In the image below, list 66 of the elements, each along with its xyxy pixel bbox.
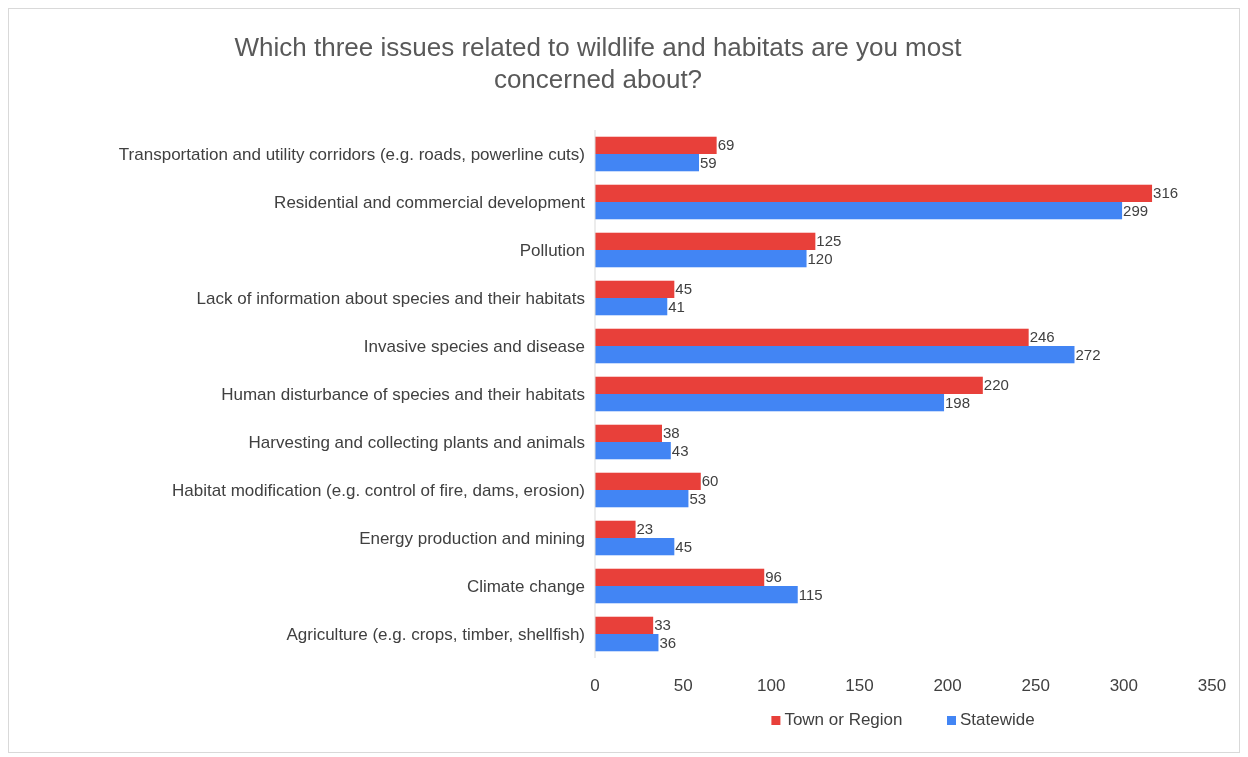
data-label: 43	[671, 441, 689, 459]
bar	[595, 346, 1075, 364]
bar	[595, 154, 700, 172]
data-label: 198	[945, 393, 971, 411]
y-tick-label: Pollution	[519, 241, 585, 260]
legend-label: Town or Region	[784, 710, 903, 729]
bar	[595, 586, 798, 604]
data-label: 41	[668, 297, 685, 315]
data-label: 125	[816, 232, 842, 250]
data-label: 96	[765, 568, 782, 586]
x-tick-label: 250	[1021, 676, 1050, 695]
y-tick-label: Transportation and utility corridors (e.g. roads, powerline cuts)	[118, 145, 585, 164]
y-tick-label: Agriculture (e.g. crops, timber, shellfish)	[286, 625, 585, 644]
bar	[595, 298, 668, 316]
x-tick-label: 350	[1197, 676, 1227, 695]
data-label: 69	[717, 136, 735, 154]
data-label: 299	[1123, 201, 1149, 219]
bar	[595, 394, 945, 412]
data-label: 246	[1029, 328, 1055, 346]
bar	[595, 490, 689, 508]
data-label: 45	[675, 537, 693, 555]
y-tick-label: Residential and commercial development	[274, 193, 586, 212]
data-label: 115	[798, 585, 823, 603]
data-label: 36	[659, 633, 677, 651]
legend-label: Statewide	[960, 710, 1035, 729]
y-tick-label: Lack of information about species and their habitats	[196, 289, 585, 308]
data-label: 53	[689, 489, 707, 507]
bar	[595, 520, 636, 538]
data-label: 220	[983, 376, 1009, 394]
bar	[595, 538, 675, 556]
data-label: 38	[662, 424, 680, 442]
x-tick-label: 50	[673, 676, 693, 695]
data-label: 23	[636, 520, 654, 538]
bar	[595, 634, 659, 652]
y-tick-label: Human disturbance of species and their habitats	[221, 385, 585, 404]
bar	[595, 424, 662, 442]
x-tick-label: 300	[1109, 676, 1139, 695]
bar	[595, 472, 701, 490]
bar	[595, 202, 1123, 220]
bar	[595, 568, 765, 586]
bar	[595, 442, 671, 460]
data-label: 272	[1075, 345, 1101, 363]
x-tick-label: 150	[845, 676, 874, 695]
y-tick-label: Harvesting and collecting plants and animals	[248, 433, 585, 452]
y-tick-label: Energy production and mining	[359, 529, 585, 548]
y-tick-label: Climate change	[466, 577, 585, 596]
bar	[595, 136, 717, 154]
data-label: 60	[701, 472, 719, 490]
bar	[595, 232, 816, 250]
bar	[595, 376, 983, 394]
bar	[595, 328, 1029, 346]
data-label: 59	[700, 153, 717, 171]
data-label: 45	[675, 280, 693, 298]
bar	[595, 184, 1153, 202]
bar	[595, 616, 654, 634]
x-tick-label: 0	[590, 676, 600, 695]
bar	[595, 280, 675, 298]
data-label: 316	[1153, 184, 1179, 202]
data-label: 33	[654, 616, 671, 634]
x-tick-label: 200	[933, 676, 962, 695]
data-label: 120	[807, 249, 833, 267]
chart-title: Which three issues related to wildlife and habitats are you most concerned about?	[234, 32, 963, 94]
y-tick-label: Habitat modification (e.g. control of fire, dams, erosion)	[172, 481, 585, 500]
x-tick-label: 100	[757, 676, 786, 695]
bar	[595, 250, 807, 268]
y-tick-label: Invasive species and disease	[363, 337, 585, 356]
